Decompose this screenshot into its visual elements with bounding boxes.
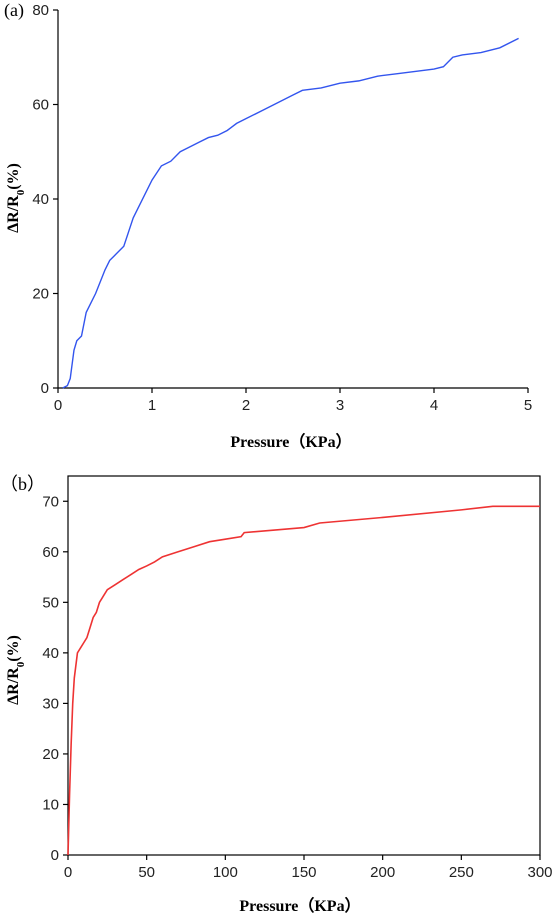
panel-b-ticks: 0 50 100 150 200 250 300 0 10 20 30 40 50 60 70 bbox=[42, 475, 553, 881]
panel-b-x-tick-label: 100 bbox=[213, 864, 238, 881]
panel-a-ticks: 0 1 2 3 4 5 0 20 40 60 80 bbox=[32, 2, 532, 414]
panel-b-y-axis-label-unit: (%) bbox=[5, 635, 22, 662]
panel-a-y-tick-label: 40 bbox=[32, 191, 49, 208]
panel-b-series-line bbox=[67, 505, 540, 856]
panel-a-x-tick-label: 5 bbox=[524, 397, 532, 414]
panel-b: （b） 0 50 100 150 200 250 300 0 10 20 30 40 50 60 70 Pr… bbox=[0, 474, 553, 915]
panel-a-x-tick-label: 2 bbox=[242, 397, 250, 414]
panel-b-y-tick-label: 70 bbox=[42, 493, 59, 510]
panel-b-x-tick-label: 150 bbox=[291, 864, 316, 881]
panel-b-x-tick-label: 200 bbox=[370, 864, 395, 881]
panel-b-y-tick-label: 50 bbox=[42, 594, 59, 611]
panel-a-x-tick-label: 3 bbox=[336, 397, 344, 414]
panel-b-y-tick-label: 20 bbox=[42, 746, 59, 763]
panel-a-x-tick-label: 0 bbox=[54, 397, 62, 414]
panel-b-plot-frame bbox=[67, 475, 541, 856]
panel-a-y-axis-label-subscript: 0 bbox=[15, 189, 27, 195]
panel-a-y-tick-label: 60 bbox=[32, 97, 49, 114]
panel-a-y-tick-label: 80 bbox=[32, 2, 49, 19]
panel-b-x-axis-label: Pressure（KPa） bbox=[239, 897, 360, 915]
panel-b-x-tick-label: 300 bbox=[527, 864, 552, 881]
panel-a-y-axis-label-unit: (%) bbox=[5, 163, 22, 190]
panel-a-y-axis-label: ΔR/R0(%) bbox=[5, 163, 27, 233]
panel-b-y-tick-label: 0 bbox=[51, 847, 59, 864]
panel-a-x-axis-label: Pressure（KPa） bbox=[230, 433, 351, 451]
panel-a-y-tick-label: 0 bbox=[41, 380, 49, 397]
panel-b-x-tick-label: 250 bbox=[449, 864, 474, 881]
panel-b-y-axis-label-subscript: 0 bbox=[15, 661, 27, 667]
panel-b-x-tick-label: 50 bbox=[138, 864, 155, 881]
panel-b-y-axis-label-main: ΔR/R bbox=[5, 667, 22, 705]
panel-b-y-tick-label: 40 bbox=[42, 645, 59, 662]
panel-b-x-tick-label: 0 bbox=[64, 864, 72, 881]
panel-b-y-axis-label: ΔR/R0(%) bbox=[5, 635, 27, 705]
panel-a-x-tick-label: 4 bbox=[430, 397, 438, 414]
panel-a-series-line bbox=[62, 37, 519, 389]
panel-b-y-tick-label: 10 bbox=[42, 796, 59, 813]
panel-b-y-tick-label: 30 bbox=[42, 695, 59, 712]
panel-b-y-tick-label: 60 bbox=[42, 544, 59, 561]
panel-a-y-tick-label: 20 bbox=[32, 286, 49, 303]
panel-b-label: （b） bbox=[0, 474, 45, 494]
panel-a-y-axis-label-main: ΔR/R bbox=[5, 195, 22, 233]
panel-a-label: (a) bbox=[4, 0, 24, 21]
panel-a-x-tick-label: 1 bbox=[148, 397, 156, 414]
